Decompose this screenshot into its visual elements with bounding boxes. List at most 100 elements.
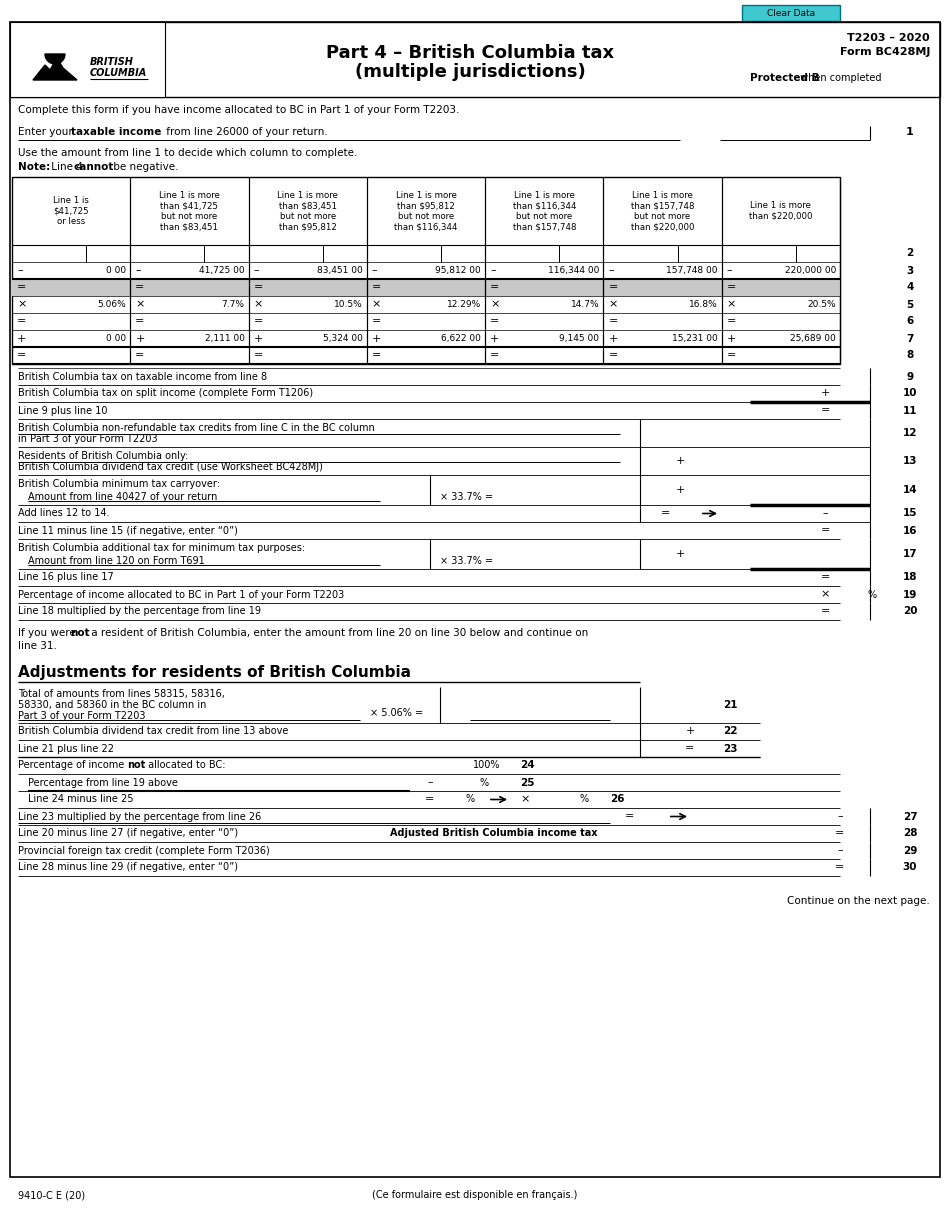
- Text: =: =: [835, 862, 845, 872]
- Text: taxable income: taxable income: [71, 127, 162, 137]
- Text: 58330, and 58360 in the BC column in: 58330, and 58360 in the BC column in: [18, 700, 206, 710]
- Text: 100%: 100%: [472, 760, 500, 770]
- Text: Line 9 plus line 10: Line 9 plus line 10: [18, 406, 107, 416]
- Text: ×: ×: [254, 299, 263, 310]
- Text: British Columbia dividend tax credit (use Worksheet BC428MJ): British Columbia dividend tax credit (us…: [18, 462, 323, 472]
- Text: =: =: [685, 743, 694, 754]
- Text: Line 1 is more
than $41,725
but not more
than $83,451: Line 1 is more than $41,725 but not more…: [159, 191, 219, 231]
- Text: ×: ×: [820, 589, 829, 599]
- Text: Line 1 is more
than $220,000: Line 1 is more than $220,000: [750, 202, 812, 220]
- Text: %: %: [580, 795, 589, 804]
- Text: 3: 3: [906, 266, 914, 276]
- Text: =: =: [254, 283, 263, 293]
- Text: 6: 6: [906, 316, 914, 326]
- Bar: [12, 279, 840, 296]
- Text: 21: 21: [723, 700, 737, 710]
- Text: –: –: [135, 266, 141, 276]
- Text: =: =: [135, 316, 144, 326]
- Text: =: =: [820, 572, 829, 583]
- Text: Form BC428MJ: Form BC428MJ: [840, 47, 930, 57]
- Text: 15,231 00: 15,231 00: [672, 335, 717, 343]
- Text: 12.29%: 12.29%: [446, 300, 481, 309]
- Text: allocated to BC:: allocated to BC:: [145, 760, 225, 770]
- Text: × 33.7% =: × 33.7% =: [440, 492, 493, 502]
- Bar: [12, 177, 840, 364]
- Text: T2203 – 2020: T2203 – 2020: [847, 33, 930, 43]
- Text: =: =: [490, 351, 500, 360]
- Text: 5,324 00: 5,324 00: [323, 335, 363, 343]
- Text: 20: 20: [902, 606, 918, 616]
- Text: 157,748 00: 157,748 00: [666, 266, 717, 276]
- Text: 1: 1: [906, 127, 914, 137]
- Text: 0 00: 0 00: [106, 335, 126, 343]
- Text: 20.5%: 20.5%: [808, 300, 836, 309]
- Text: Part 3 of your Form T2203: Part 3 of your Form T2203: [18, 711, 145, 721]
- Text: =: =: [835, 829, 845, 839]
- Text: × 5.06% =: × 5.06% =: [370, 708, 423, 718]
- Text: –: –: [254, 266, 259, 276]
- Text: =: =: [371, 351, 381, 360]
- Text: 16: 16: [902, 525, 918, 535]
- Text: 6,622 00: 6,622 00: [441, 335, 481, 343]
- Text: +: +: [608, 333, 618, 343]
- Text: 30: 30: [902, 862, 918, 872]
- Text: Line 18 multiplied by the percentage from line 19: Line 18 multiplied by the percentage fro…: [18, 606, 261, 616]
- Text: –: –: [837, 845, 843, 856]
- Text: 2,111 00: 2,111 00: [204, 335, 244, 343]
- Text: Residents of British Columbia only:: Residents of British Columbia only:: [18, 451, 188, 461]
- Text: Line 4: Line 4: [48, 162, 86, 172]
- Polygon shape: [45, 54, 65, 64]
- Text: 12: 12: [902, 428, 918, 438]
- Text: +: +: [371, 333, 381, 343]
- Text: Percentage of income allocated to BC in Part 1 of your Form T2203: Percentage of income allocated to BC in …: [18, 589, 344, 599]
- Text: =: =: [135, 283, 144, 293]
- Text: –: –: [608, 266, 614, 276]
- Text: ×: ×: [490, 299, 500, 310]
- Text: BRITISH: BRITISH: [90, 57, 134, 66]
- Text: +: +: [675, 456, 685, 466]
- Text: 27: 27: [902, 812, 918, 822]
- Text: =: =: [625, 812, 635, 822]
- Text: =: =: [254, 351, 263, 360]
- Text: =: =: [820, 406, 829, 416]
- Text: =: =: [254, 316, 263, 326]
- Bar: [10, 22, 940, 97]
- Text: 7: 7: [906, 333, 914, 343]
- Text: =: =: [727, 283, 736, 293]
- Text: =: =: [17, 351, 27, 360]
- Text: 95,812 00: 95,812 00: [435, 266, 481, 276]
- Text: Adjusted British Columbia income tax: Adjusted British Columbia income tax: [390, 829, 598, 839]
- Text: Line 1 is more
than $157,748
but not more
than $220,000: Line 1 is more than $157,748 but not mor…: [631, 191, 694, 231]
- Text: 5: 5: [906, 299, 914, 310]
- Text: 9,145 00: 9,145 00: [560, 335, 599, 343]
- Text: –: –: [371, 266, 377, 276]
- Text: Percentage of income: Percentage of income: [18, 760, 127, 770]
- Text: =: =: [490, 283, 500, 293]
- Text: +: +: [675, 485, 685, 494]
- Text: Line 28 minus line 29 (if negative, enter “0”): Line 28 minus line 29 (if negative, ente…: [18, 862, 238, 872]
- Text: 5.06%: 5.06%: [98, 300, 126, 309]
- Text: ×: ×: [17, 299, 27, 310]
- Text: +: +: [675, 549, 685, 558]
- Text: =: =: [371, 283, 381, 293]
- Text: 14.7%: 14.7%: [571, 300, 599, 309]
- Text: Use the amount from line 1 to decide which column to complete.: Use the amount from line 1 to decide whi…: [18, 148, 357, 157]
- Text: 24: 24: [520, 760, 535, 770]
- Text: 19: 19: [902, 589, 917, 599]
- Text: Enter your: Enter your: [18, 127, 76, 137]
- Text: British Columbia tax on split income (complete Form T1206): British Columbia tax on split income (co…: [18, 389, 314, 399]
- Text: –: –: [490, 266, 496, 276]
- Text: %: %: [465, 795, 474, 804]
- Text: 9410-C E (20): 9410-C E (20): [18, 1189, 85, 1200]
- Text: Amount from line 120 on Form T691: Amount from line 120 on Form T691: [28, 556, 205, 566]
- Text: in Part 3 of your Form T2203: in Part 3 of your Form T2203: [18, 434, 158, 444]
- Text: from line 26000 of your return.: from line 26000 of your return.: [163, 127, 328, 137]
- Text: 26: 26: [610, 795, 624, 804]
- Text: Protected B: Protected B: [750, 73, 820, 82]
- Text: Part 4 – British Columbia tax: Part 4 – British Columbia tax: [326, 44, 614, 62]
- Text: +: +: [820, 389, 829, 399]
- Text: =: =: [608, 283, 618, 293]
- Text: 116,344 00: 116,344 00: [548, 266, 599, 276]
- Text: Line 1 is more
than $95,812
but not more
than $116,344: Line 1 is more than $95,812 but not more…: [394, 191, 458, 231]
- Text: ×: ×: [608, 299, 618, 310]
